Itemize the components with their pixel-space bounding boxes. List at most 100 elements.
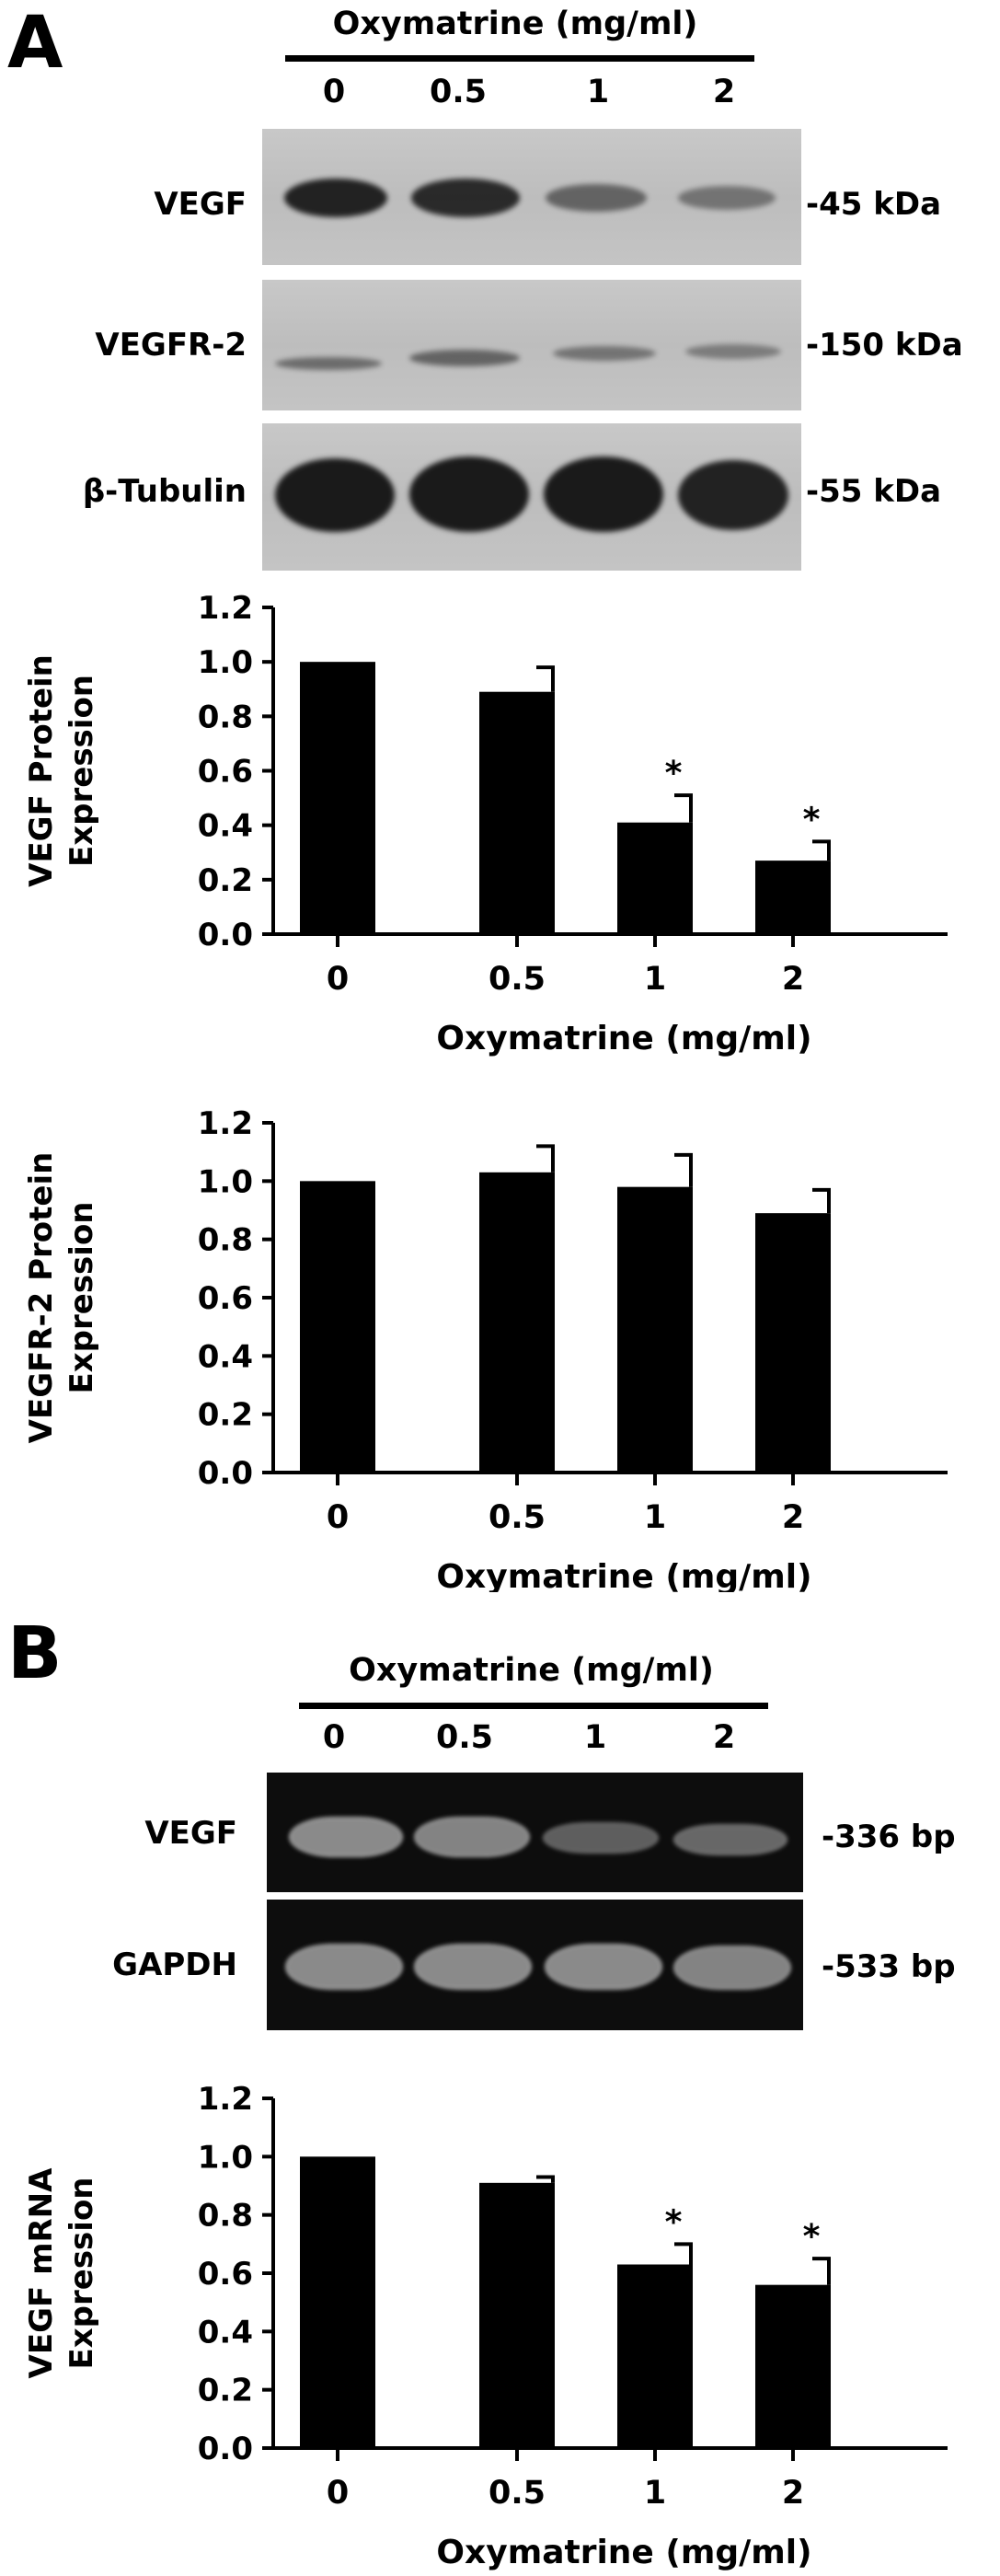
gel-band <box>285 1944 403 1990</box>
blot-vegfr2 <box>262 280 801 410</box>
blot-size-label: -55 kDa <box>806 473 942 510</box>
bar <box>479 691 555 934</box>
bar <box>755 1213 831 1473</box>
blot-band <box>275 458 395 532</box>
x-tick-label: 2 <box>782 961 804 998</box>
significance-mark: * <box>665 755 683 792</box>
blot-band <box>411 179 520 217</box>
y-tick-label: 0.4 <box>198 1338 253 1375</box>
bar <box>617 822 693 934</box>
y-tick-label: 1.2 <box>198 590 253 627</box>
bar <box>300 1181 375 1473</box>
bar <box>617 1186 693 1473</box>
panel-b-lane-label: 0 <box>322 1719 346 1756</box>
y-axis-label-line: Expression <box>63 1201 100 1393</box>
gel-band <box>673 1946 791 1990</box>
x-tick-label: 1 <box>644 961 666 998</box>
x-tick-label: 1 <box>644 2475 666 2512</box>
blot-band <box>678 186 776 210</box>
y-tick-label: 1.2 <box>198 1105 253 1142</box>
bar <box>300 662 375 934</box>
y-axis-label: VEGF Protein Expression <box>23 654 100 887</box>
blot-band <box>284 179 387 217</box>
x-axis-label: Oxymatrine (mg/ml) <box>436 2534 811 2571</box>
blot-band <box>544 456 663 532</box>
blot-band <box>275 357 382 370</box>
bar <box>479 2182 555 2448</box>
y-tick-label: 0.2 <box>198 2373 253 2409</box>
panel-a-lane-label: 0.5 <box>429 74 487 110</box>
significance-mark: * <box>665 2203 683 2241</box>
x-tick-label: 0 <box>327 961 349 998</box>
y-tick-label: 1.0 <box>198 1163 253 1200</box>
vegf-mrna-chart: 0.0 0.2 0.4 0.6 0.8 1.0 1.2 0 0.5 1 * 2 * Oxymatrine … <box>23 2081 948 2571</box>
gel-band <box>414 1944 532 1990</box>
significance-mark: * <box>803 801 821 838</box>
blot-row-label: VEGF <box>154 186 247 223</box>
bar <box>755 861 831 934</box>
y-tick-label: 1.2 <box>198 2081 253 2118</box>
y-tick-label: 0.6 <box>198 2256 253 2293</box>
y-axis-label-line: VEGFR-2 Protein <box>23 1152 60 1444</box>
panel-b-lane-label: 1 <box>583 1719 607 1756</box>
x-tick-label: 0.5 <box>489 2475 546 2512</box>
blot-beta-tubulin <box>262 423 801 571</box>
bar <box>300 2156 375 2448</box>
y-tick-label: 0.0 <box>198 917 253 953</box>
gel-band <box>545 1944 662 1990</box>
y-tick-label: 0.2 <box>198 862 253 899</box>
panel-b-lane-label: 2 <box>712 1719 736 1756</box>
y-tick-label: 0.8 <box>198 2198 253 2235</box>
panel-letter-a: A <box>7 2 63 85</box>
y-tick-label: 0.6 <box>198 1280 253 1317</box>
vegfr2-protein-chart: 0.0 0.2 0.4 0.6 0.8 1.0 1.2 0 0.5 1 2 Oxymatrine (m… <box>23 1105 948 1592</box>
gel-band <box>543 1822 659 1854</box>
blot-vegf <box>262 129 801 265</box>
y-tick-label: 0.8 <box>198 699 253 735</box>
panel-b-lane-label: 0.5 <box>435 1719 493 1756</box>
blot-band <box>409 456 529 532</box>
x-tick-label: 0 <box>327 1499 349 1536</box>
panel-a-lane-label: 0 <box>322 74 346 110</box>
x-tick-label: 2 <box>782 1499 804 1536</box>
blot-row-label: VEGFR-2 <box>95 327 247 364</box>
panel-letter-b: B <box>7 1612 63 1695</box>
gel-size-label: -336 bp <box>822 1819 956 1855</box>
blot-band <box>409 350 520 366</box>
x-axis-label: Oxymatrine (mg/ml) <box>436 1558 811 1592</box>
gel-vegf <box>267 1773 803 1892</box>
bar <box>617 2264 693 2448</box>
panel-a-lane-label: 1 <box>586 74 610 110</box>
vegf-protein-chart: 0.0 0.2 0.4 0.6 0.8 1.0 1.2 0 0.5 1 * 2 * Oxymatrine … <box>23 590 948 1057</box>
y-tick-label: 0.8 <box>198 1222 253 1259</box>
y-tick-label: 0.0 <box>198 2431 253 2467</box>
x-tick-label: 0 <box>327 2475 349 2512</box>
blot-row-label: β-Tubulin <box>82 473 247 510</box>
significance-mark: * <box>803 2218 821 2256</box>
bar <box>755 2284 831 2448</box>
gel-row-label: GAPDH <box>112 1946 237 1983</box>
y-tick-label: 0.4 <box>198 808 253 845</box>
gel-band <box>673 1824 787 1855</box>
panel-b-header-title: Oxymatrine (mg/ml) <box>349 1652 714 1689</box>
x-tick-label: 0.5 <box>489 961 546 998</box>
x-tick-label: 2 <box>782 2475 804 2512</box>
y-tick-label: 0.6 <box>198 754 253 791</box>
bar <box>479 1172 555 1473</box>
y-axis-label-line: VEGF Protein <box>23 654 60 887</box>
blot-band <box>685 344 781 359</box>
y-tick-label: 0.2 <box>198 1397 253 1434</box>
y-axis-label: VEGF mRNA Expression <box>23 2167 100 2379</box>
blot-band <box>553 346 656 361</box>
y-axis-label-line: Expression <box>63 2177 100 2369</box>
y-axis-label: VEGFR-2 Protein Expression <box>23 1152 100 1444</box>
gel-band <box>414 1817 530 1857</box>
panel-a-lane-label: 2 <box>712 74 736 110</box>
blot-size-label: -45 kDa <box>806 186 942 223</box>
x-tick-label: 1 <box>644 1499 666 1536</box>
y-tick-label: 0.0 <box>198 1455 253 1492</box>
blot-size-label: -150 kDa <box>806 327 963 364</box>
blot-band <box>546 184 647 212</box>
y-tick-label: 1.0 <box>198 2139 253 2176</box>
blot-band <box>678 460 788 530</box>
